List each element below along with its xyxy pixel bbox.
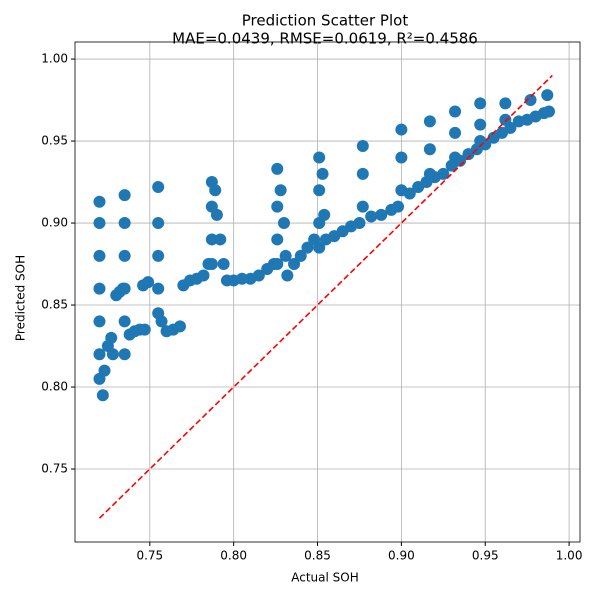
point	[96, 389, 109, 402]
point	[205, 258, 218, 271]
point	[93, 282, 106, 295]
point	[356, 167, 369, 180]
point	[118, 315, 131, 328]
point	[93, 195, 106, 208]
point	[98, 364, 111, 377]
y-tick-label: 0.85	[41, 298, 68, 312]
point	[93, 249, 106, 262]
point	[356, 200, 369, 213]
y-tick-label: 0.75	[41, 462, 68, 476]
point	[504, 121, 517, 134]
point	[449, 105, 462, 118]
point	[271, 200, 284, 213]
point	[541, 89, 554, 102]
plot-frame	[74, 41, 581, 543]
x-axis-label: Actual SOH	[291, 571, 359, 585]
point	[105, 331, 118, 344]
point	[423, 115, 436, 128]
y-tick-label: 1.00	[41, 52, 68, 66]
point	[205, 233, 218, 246]
x-tick-label: 1.00	[556, 549, 583, 563]
y-tick-label: 0.95	[41, 134, 68, 148]
point	[118, 249, 131, 262]
point	[301, 241, 314, 254]
point	[155, 315, 168, 328]
point	[353, 217, 366, 230]
point	[474, 97, 487, 110]
point	[93, 315, 106, 328]
x-tick-label: 0.80	[220, 549, 247, 563]
point	[499, 97, 512, 110]
point	[281, 269, 294, 282]
chart-title: Prediction Scatter Plot	[242, 12, 409, 30]
point	[356, 139, 369, 152]
point	[449, 126, 462, 139]
point	[214, 233, 227, 246]
y-tick-label: 0.90	[41, 216, 68, 230]
point	[118, 348, 131, 361]
point	[403, 187, 416, 200]
point	[288, 258, 301, 271]
point	[479, 138, 492, 151]
point	[152, 282, 165, 295]
point	[118, 217, 131, 230]
point	[437, 167, 450, 180]
point	[313, 241, 326, 254]
point	[93, 348, 106, 361]
point	[217, 258, 230, 271]
x-tick-label: 0.90	[388, 549, 415, 563]
point	[294, 249, 307, 262]
point	[318, 208, 331, 221]
point	[316, 167, 329, 180]
chart-subtitle: MAE=0.0439, RMSE=0.0619, R²=0.4586	[172, 30, 478, 48]
x-tick-label: 0.75	[136, 549, 163, 563]
point	[542, 105, 555, 118]
point	[93, 217, 106, 230]
point	[173, 320, 186, 333]
point	[152, 249, 165, 262]
point	[271, 162, 284, 175]
point	[106, 348, 119, 361]
point	[271, 233, 284, 246]
point	[152, 180, 165, 193]
point	[236, 272, 249, 285]
point	[375, 208, 388, 221]
reference-line	[98, 74, 553, 519]
y-tick-label: 0.80	[41, 380, 68, 394]
point	[209, 184, 222, 197]
point	[210, 208, 223, 221]
point	[118, 189, 131, 202]
point	[118, 282, 131, 295]
point	[152, 217, 165, 230]
point	[392, 200, 405, 213]
point	[395, 151, 408, 164]
point	[138, 323, 151, 336]
point	[277, 217, 290, 230]
point	[279, 249, 292, 262]
point	[197, 269, 210, 282]
point	[524, 94, 537, 107]
x-tick-label: 0.95	[472, 549, 499, 563]
point	[474, 118, 487, 131]
point	[274, 184, 287, 197]
point	[142, 276, 155, 289]
y-axis-label: Predicted SOH	[14, 255, 28, 341]
point	[395, 123, 408, 136]
point	[423, 143, 436, 156]
point	[313, 184, 326, 197]
point	[365, 210, 378, 223]
x-tick-label: 0.85	[304, 549, 331, 563]
point	[313, 151, 326, 164]
point	[252, 269, 265, 282]
point	[271, 258, 284, 271]
